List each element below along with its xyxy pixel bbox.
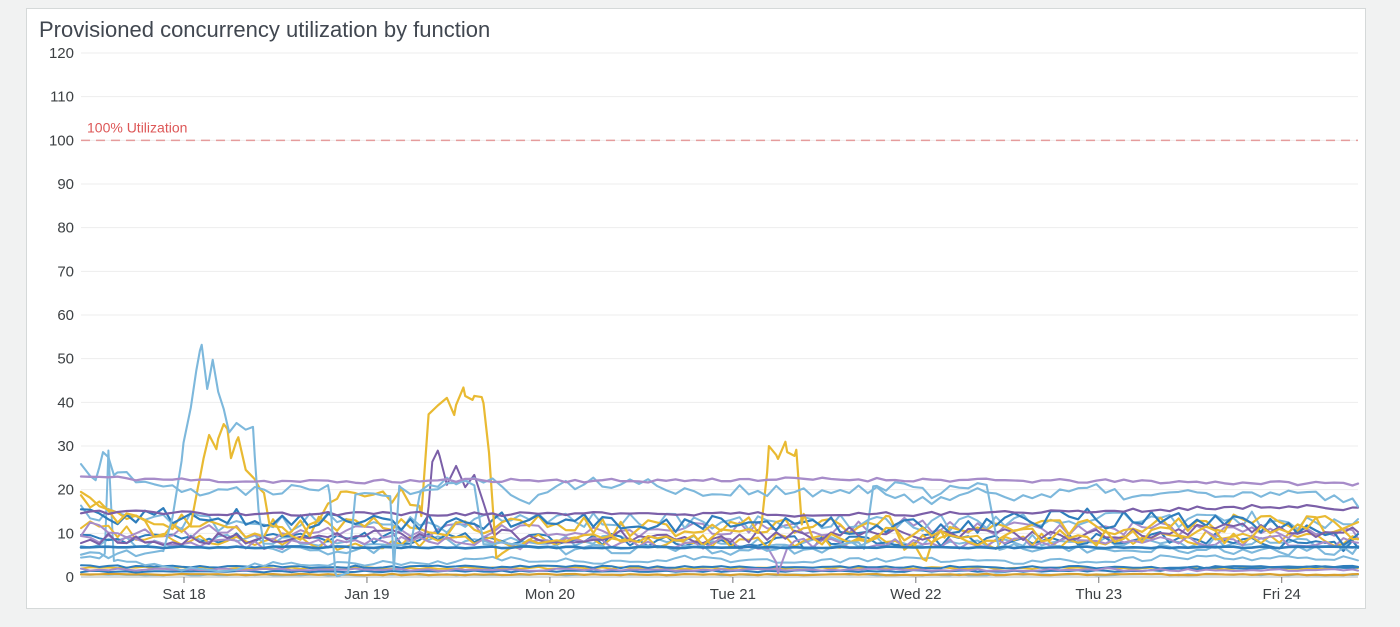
y-tick-label: 20: [57, 482, 74, 499]
series-line[interactable]: [79, 490, 1360, 562]
series-line[interactable]: [79, 343, 1360, 560]
y-tick-label: 80: [57, 220, 74, 237]
series-line[interactable]: [79, 386, 1360, 560]
utilization-chart[interactable]: 0 10 20 30 40 50 60 70 80 90 100 110 120 Sat 18 Jan 19…: [27, 9, 1365, 608]
y-tick-label: 50: [57, 351, 74, 368]
y-tick-label: 120: [49, 45, 74, 62]
series-line[interactable]: [79, 507, 1360, 547]
x-tick-label: Thu 23: [1075, 586, 1122, 603]
y-tick-label: 0: [66, 569, 74, 586]
x-tick-label: Sat 18: [162, 586, 205, 603]
y-tick-label: 30: [57, 438, 74, 455]
chart-title: Provisioned concurrency utilization by f…: [39, 17, 491, 42]
x-tick-label: Mon 20: [525, 586, 575, 603]
x-tick-label: Tue 21: [710, 586, 756, 603]
y-tick-label: 70: [57, 263, 74, 280]
x-tick-label: Jan 19: [344, 586, 389, 603]
x-tick-label: Wed 22: [890, 586, 941, 603]
chart-card: Provisioned concurrency utilization by f…: [26, 8, 1366, 609]
y-tick-label: 100: [49, 132, 74, 149]
y-tick-label: 40: [57, 394, 74, 411]
series-line[interactable]: [79, 503, 1360, 518]
series-line[interactable]: [80, 567, 1359, 573]
series-line[interactable]: [79, 572, 1360, 577]
series-line[interactable]: [80, 449, 1359, 573]
series-line[interactable]: [79, 545, 1360, 550]
y-tick-label: 90: [57, 176, 74, 193]
series-line[interactable]: [80, 534, 1359, 575]
y-tick-label: 60: [57, 307, 74, 324]
utilization-annotation-label: 100% Utilization: [87, 119, 187, 135]
series-line[interactable]: [80, 564, 1359, 570]
series-line[interactable]: [79, 475, 1360, 487]
y-tick-label: 10: [57, 525, 74, 542]
x-tick-label: Fri 24: [1263, 586, 1301, 603]
y-tick-label: 110: [50, 89, 74, 106]
series-line[interactable]: [80, 449, 1359, 546]
series-line[interactable]: [79, 451, 1360, 578]
